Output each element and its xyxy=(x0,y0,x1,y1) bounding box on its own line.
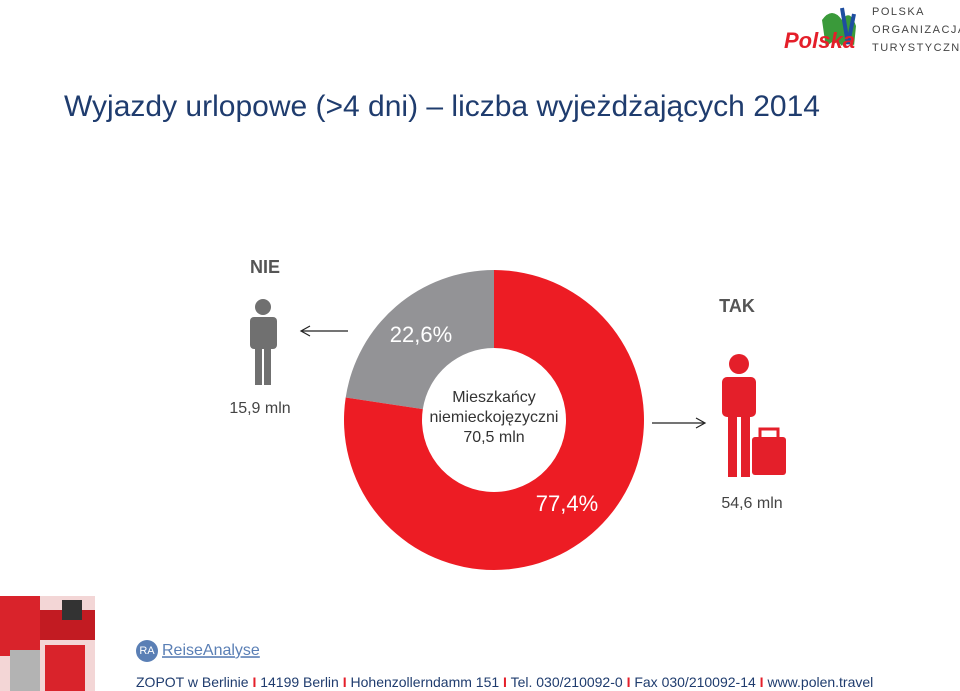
logo: Polska POLSKA ORGANIZACJA TURYSTYCZNA xyxy=(784,6,960,54)
annotation: 54,6 mln xyxy=(721,495,782,512)
footer-separator: I xyxy=(343,674,347,690)
footer-separator: I xyxy=(627,674,631,690)
footer-item: Hohenzollerndamm 151 xyxy=(351,674,500,690)
logo-text: POLSKA xyxy=(872,6,925,18)
logo-text: TURYSTYCZNA xyxy=(872,42,960,54)
annotation: 15,9 mln xyxy=(229,400,290,417)
footer-item: Fax 030/210092-14 xyxy=(634,674,756,690)
brand-badge-text: RA xyxy=(139,645,155,657)
donut xyxy=(344,270,644,570)
person-icon xyxy=(250,299,277,385)
value-label: 77,4% xyxy=(536,491,598,516)
center-label: niemieckojęzyczni xyxy=(430,409,559,426)
logo-text: ORGANIZACJA xyxy=(872,24,960,36)
footer-separator: I xyxy=(760,674,764,690)
logo-mark: Polska xyxy=(784,28,855,53)
arrow-head xyxy=(695,417,707,429)
value-label: 22,6% xyxy=(390,322,452,347)
footer-separator: I xyxy=(252,674,256,690)
logo-shape xyxy=(840,7,856,45)
brand-name: ReiseAnalyse xyxy=(162,642,260,659)
donut-slice xyxy=(345,270,494,410)
footer-item: www.polen.travel xyxy=(766,674,873,690)
category-label: TAK xyxy=(719,296,755,316)
arrow-head xyxy=(299,325,311,337)
footer-item: ZOPOT w Berlinie xyxy=(136,674,249,690)
collage xyxy=(0,596,95,691)
footer-item: 14199 Berlin xyxy=(260,674,339,690)
donut-slice xyxy=(344,270,644,570)
footer-text: ZOPOT w Berlinie I 14199 Berlin I Hohenz… xyxy=(136,674,873,690)
chart-title: Wyjazdy urlopowe (>4 dni) – liczba wyjeż… xyxy=(64,90,820,123)
arrows xyxy=(299,325,707,429)
center-label: Mieszkańcy xyxy=(452,389,536,406)
traveler-icon xyxy=(722,354,786,477)
footer-item: Tel. 030/210092-0 xyxy=(511,674,623,690)
center-label: 70,5 mln xyxy=(463,429,524,446)
category-label: NIE xyxy=(250,257,280,277)
footer-separator: I xyxy=(503,674,507,690)
brand-badge xyxy=(136,640,158,662)
